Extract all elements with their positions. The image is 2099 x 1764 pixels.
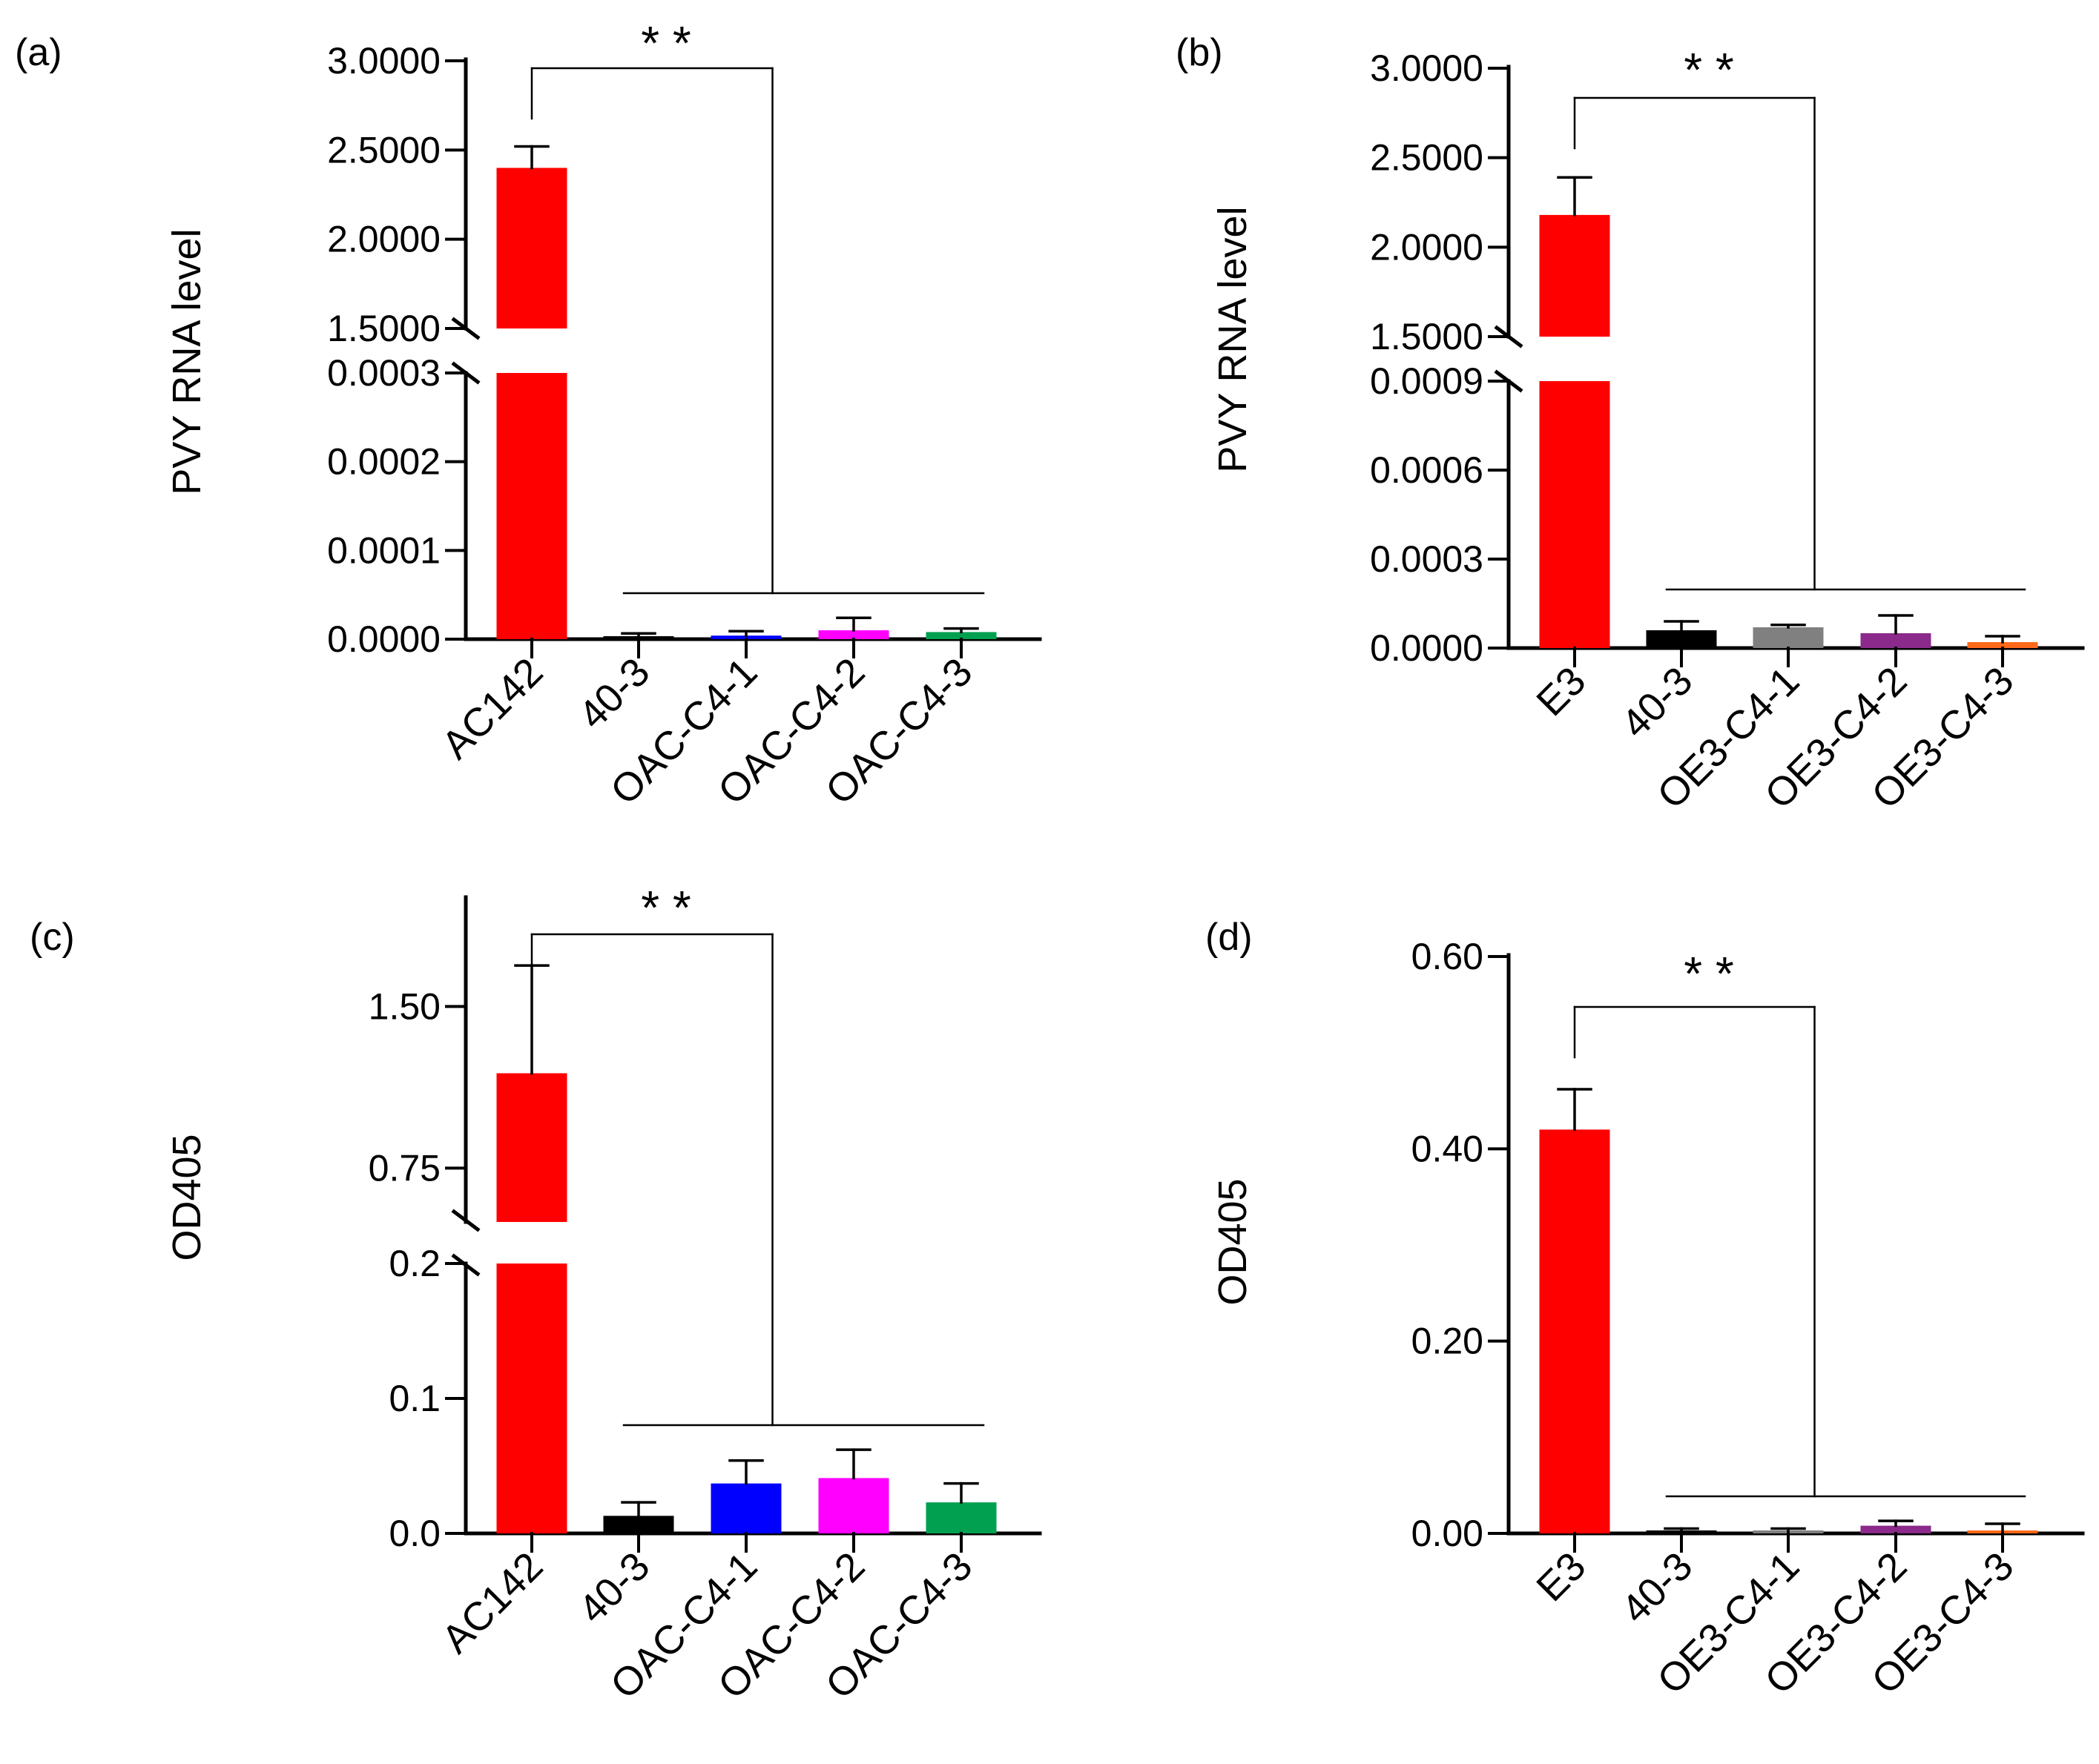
- bar-4: [926, 632, 997, 639]
- bar-2: [711, 635, 782, 639]
- y-tick-label: 2.5000: [1370, 137, 1483, 179]
- significance-label: * *: [641, 881, 691, 934]
- error-bar: [1770, 624, 1806, 629]
- error-bar: [1985, 1522, 2020, 1532]
- error-bar: [943, 1481, 979, 1504]
- bar-0: [1539, 1129, 1610, 1533]
- y-tick-label: 0.0009: [1370, 360, 1483, 402]
- error-bar: [1985, 635, 2020, 644]
- y-tick-label: 0.0003: [1370, 538, 1483, 580]
- significance-bracket: * *: [1573, 43, 2026, 591]
- error-bar: [1770, 1527, 1806, 1533]
- y-tick-label: 1.5000: [327, 308, 441, 349]
- y-tick-label: 0.0001: [327, 529, 441, 571]
- panel-label: (a): [15, 31, 62, 74]
- bar-0: [496, 373, 567, 639]
- error-bar: [621, 1501, 656, 1518]
- bar-2: [1753, 627, 1824, 648]
- chart-panel-1: (a) PVY RNA level 0.0000 0.0001 0.0002 0.0003…: [15, 16, 1042, 813]
- panel-label: (d): [1205, 916, 1253, 959]
- x-category-label: 40-3: [1613, 658, 1701, 747]
- bar-3: [1860, 633, 1931, 648]
- y-tick-label: 0.0000: [1370, 627, 1483, 669]
- bar-0: [1539, 381, 1610, 648]
- x-category-label: AC142: [433, 1544, 551, 1662]
- y-tick-label: 1.5000: [1370, 316, 1483, 357]
- error-bar: [1664, 1527, 1699, 1532]
- bar-0: [496, 1263, 567, 1533]
- y-axis-title: PVY RNA level: [1210, 206, 1255, 472]
- y-tick-label: 1.50: [369, 985, 441, 1027]
- bar-0-upper: [496, 1073, 567, 1222]
- y-tick-label: 0.1: [389, 1378, 441, 1419]
- y-tick-label: 0.75: [369, 1147, 441, 1189]
- error-bar: [728, 630, 764, 637]
- bar-4: [926, 1502, 997, 1533]
- y-tick-label: 3.0000: [327, 40, 441, 82]
- y-tick-label: 0.40: [1411, 1128, 1483, 1169]
- error-bar: [836, 616, 871, 632]
- panel-label: (b): [1176, 31, 1223, 74]
- error-bar: [836, 1448, 871, 1480]
- axis-break-mark: [451, 1209, 481, 1232]
- significance-label: * *: [1684, 43, 1734, 96]
- bar-4: [1967, 642, 2038, 648]
- significance-bracket: * *: [530, 16, 985, 595]
- error-bar: [514, 145, 550, 170]
- x-category-label: E3: [1528, 1544, 1594, 1610]
- y-tick-label: 3.0000: [1370, 47, 1483, 89]
- significance-bracket: * *: [530, 881, 985, 1427]
- y-tick-label: 0.0006: [1370, 449, 1483, 491]
- x-category-label: 40-3: [570, 1544, 659, 1632]
- x-category-label: 40-3: [1613, 1544, 1701, 1632]
- y-tick-label: 2.5000: [327, 129, 441, 171]
- error-bar: [1878, 1519, 1914, 1527]
- panel-label: (c): [30, 916, 75, 959]
- y-tick-label: 0.2: [389, 1243, 441, 1284]
- error-bar: [943, 627, 979, 634]
- error-bar: [1557, 176, 1592, 217]
- error-bar: [621, 632, 656, 638]
- error-bar: [1878, 614, 1914, 635]
- chart-panel-2: (b) PVY RNA level 0.0000 0.0003 0.0006 0.0009…: [1176, 31, 2085, 817]
- error-bar: [1557, 1088, 1592, 1132]
- x-category-label: AC142: [433, 650, 551, 767]
- y-axis-title: PVY RNA level: [165, 228, 209, 495]
- bar-3: [1860, 1525, 1931, 1533]
- y-tick-label: 0.00: [1411, 1513, 1483, 1554]
- y-axis-title: OD405: [165, 1134, 209, 1261]
- bar-2: [711, 1483, 782, 1533]
- significance-bracket: * *: [1573, 947, 2026, 1498]
- x-category-label: E3: [1528, 658, 1594, 724]
- bar-3: [818, 630, 889, 639]
- y-axis-title: OD405: [1210, 1178, 1255, 1305]
- error-bar: [1664, 620, 1699, 632]
- significance-label: * *: [641, 16, 691, 70]
- y-tick-label: 0.0002: [327, 441, 441, 483]
- x-category-label: 40-3: [570, 650, 659, 738]
- bar-1: [603, 1516, 674, 1533]
- bar-0-upper: [496, 168, 567, 328]
- y-tick-label: 0.0: [389, 1513, 441, 1554]
- y-tick-label: 0.0003: [327, 352, 441, 394]
- bar-3: [818, 1478, 889, 1533]
- y-tick-label: 0.60: [1411, 936, 1483, 977]
- y-tick-label: 2.0000: [1370, 226, 1483, 268]
- bar-0-upper: [1539, 214, 1610, 337]
- significance-label: * *: [1684, 947, 1734, 1000]
- bar-1: [1646, 630, 1717, 648]
- y-tick-label: 0.20: [1411, 1321, 1483, 1362]
- error-bar: [728, 1459, 764, 1485]
- y-tick-label: 0.0000: [327, 618, 441, 660]
- y-tick-label: 2.0000: [327, 219, 441, 260]
